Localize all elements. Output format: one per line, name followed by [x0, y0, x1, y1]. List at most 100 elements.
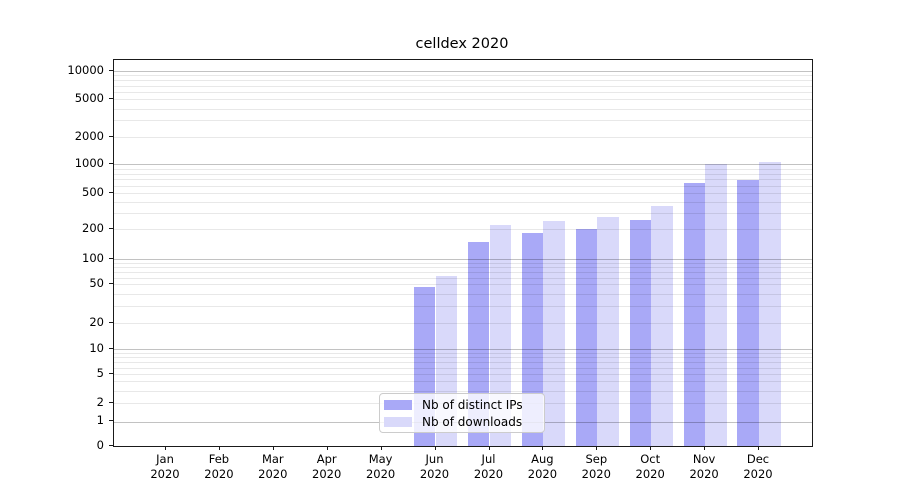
minor-gridline [114, 202, 812, 204]
y-tick-mark [109, 444, 113, 446]
y-tick-mark [109, 97, 113, 99]
y-tick-mark [109, 321, 113, 323]
x-tick-label: Jul 2020 [473, 452, 504, 481]
minor-gridline [114, 185, 812, 187]
major-gridline [114, 259, 812, 261]
x-tick-label: Jan 2020 [150, 452, 180, 481]
legend-item-distinct-ips: Nb of distinct IPs [384, 396, 538, 413]
bar-distinct-ips-nov-2020 [683, 182, 706, 446]
bar-distinct-ips-aug-2020 [521, 232, 544, 446]
y-tick-label: 2 [96, 394, 104, 409]
minor-gridline [114, 108, 812, 110]
minor-gridline [114, 267, 812, 269]
grid-layer [114, 60, 812, 446]
y-tick-label: 200 [82, 220, 104, 235]
minor-gridline [114, 179, 812, 181]
y-tick-mark [109, 401, 113, 403]
bar-downloads-sep-2020 [597, 217, 619, 446]
minor-gridline [114, 362, 812, 364]
y-tick-label: 2000 [74, 128, 104, 143]
bar-downloads-aug-2020 [543, 220, 565, 446]
y-tick-mark [109, 257, 113, 259]
bar-distinct-ips-dec-2020 [737, 180, 759, 446]
minor-gridline [114, 367, 812, 369]
minor-gridline [114, 229, 812, 231]
x-tick-label: Mar 2020 [258, 452, 288, 481]
legend: Nb of distinct IPs Nb of downloads [379, 393, 545, 433]
y-tick-label: 10000 [67, 62, 104, 77]
y-tick-mark [109, 162, 113, 164]
major-gridline [114, 349, 812, 351]
y-tick-label: 1000 [74, 155, 104, 170]
y-tick-mark [109, 191, 113, 193]
minor-gridline [114, 353, 812, 355]
x-tick-mark [165, 446, 166, 450]
minor-gridline [114, 357, 812, 359]
x-tick-label: Sep 2020 [581, 452, 611, 481]
minor-gridline [114, 381, 812, 383]
y-tick-mark [109, 282, 113, 284]
x-tick-mark [326, 446, 328, 450]
minor-gridline [114, 173, 812, 175]
y-tick-label: 500 [82, 184, 104, 199]
x-tick-mark [542, 446, 544, 450]
bar-downloads-dec-2020 [759, 162, 781, 446]
minor-gridline [114, 75, 812, 77]
minor-gridline [114, 99, 812, 101]
x-tick-label: Nov 2020 [689, 452, 719, 481]
y-tick-label: 100 [82, 250, 104, 265]
legend-item-downloads: Nb of downloads [384, 413, 538, 430]
legend-swatch-distinct-ips [384, 399, 412, 410]
minor-gridline [114, 168, 812, 170]
bar-distinct-ips-oct-2020 [629, 220, 652, 446]
minor-gridline [114, 137, 812, 138]
y-tick-label: 20 [89, 314, 104, 329]
y-tick-mark [109, 420, 113, 422]
minor-gridline [114, 120, 812, 122]
x-tick-label: Feb 2020 [204, 452, 234, 481]
minor-gridline [114, 91, 812, 93]
y-tick-mark [109, 372, 113, 374]
x-tick-mark [488, 446, 490, 450]
x-tick-mark [434, 446, 436, 450]
bars-layer [114, 60, 812, 446]
x-tick-label: Apr 2020 [312, 452, 342, 481]
legend-label-distinct-ips: Nb of distinct IPs [422, 397, 523, 412]
x-tick-mark [758, 446, 759, 450]
minor-gridline [114, 272, 812, 274]
y-tick-label: 5000 [74, 90, 104, 105]
x-tick-mark [380, 446, 382, 450]
y-tick-mark [109, 69, 113, 71]
x-tick-label: May 2020 [365, 452, 396, 481]
plot-area [113, 59, 813, 447]
minor-gridline [114, 213, 812, 215]
x-tick-label: Dec 2020 [743, 452, 773, 481]
minor-gridline [114, 293, 812, 295]
x-tick-mark [218, 446, 220, 450]
minor-gridline [114, 193, 812, 195]
bar-downloads-nov-2020 [705, 164, 727, 446]
bar-downloads-oct-2020 [651, 205, 673, 446]
y-tick-mark [109, 347, 113, 349]
legend-swatch-downloads [384, 416, 412, 427]
x-tick-mark [596, 446, 598, 450]
minor-gridline [114, 284, 812, 286]
minor-gridline [114, 80, 812, 82]
y-tick-label: 5 [96, 365, 104, 380]
minor-gridline [114, 85, 812, 87]
y-tick-label: 10 [89, 340, 104, 355]
minor-gridline [114, 390, 812, 392]
minor-gridline [114, 263, 812, 265]
minor-gridline [114, 323, 812, 325]
chart-title: celldex 2020 [415, 36, 509, 52]
legend-label-downloads: Nb of downloads [422, 414, 523, 429]
y-tick-label: 1 [96, 413, 104, 428]
bar-downloads-jul-2020 [489, 224, 512, 446]
x-tick-mark [272, 446, 274, 450]
minor-gridline [114, 277, 812, 279]
bar-distinct-ips-sep-2020 [575, 229, 598, 446]
y-tick-label: 0 [96, 437, 104, 452]
x-tick-mark [704, 446, 706, 450]
y-tick-label: 50 [89, 275, 104, 290]
